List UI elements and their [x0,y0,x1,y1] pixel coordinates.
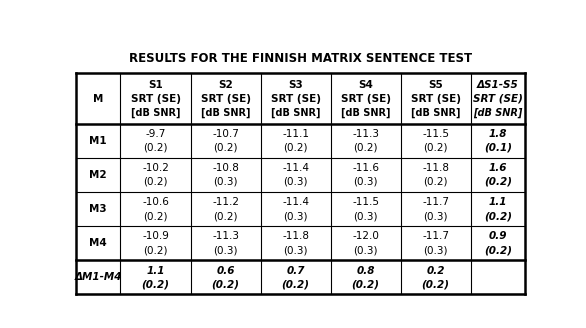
Text: -11.3: -11.3 [352,129,379,139]
Text: 1.1: 1.1 [146,266,165,276]
Text: 0.7: 0.7 [287,266,305,276]
Text: M1: M1 [89,136,107,146]
Text: (0.2): (0.2) [141,279,169,289]
Text: [dB SNR]: [dB SNR] [271,108,321,118]
Text: (0.2): (0.2) [282,279,309,289]
Text: (0.2): (0.2) [424,177,448,187]
Text: -11.8: -11.8 [422,163,449,173]
Text: 1.6: 1.6 [489,163,507,173]
Text: (0.3): (0.3) [213,177,238,187]
Text: -10.6: -10.6 [142,197,169,207]
Text: ΔM1-M4: ΔM1-M4 [74,272,122,282]
Text: (0.2): (0.2) [484,177,512,187]
Text: S3: S3 [288,80,303,90]
Text: SRT (SE): SRT (SE) [200,94,251,104]
Text: (0.2): (0.2) [284,143,308,153]
Text: S2: S2 [218,80,233,90]
Text: M2: M2 [89,170,107,180]
Text: [dB SNR]: [dB SNR] [341,108,390,118]
Text: SRT (SE): SRT (SE) [131,94,180,104]
Text: 0.2: 0.2 [427,266,445,276]
Text: -11.7: -11.7 [422,197,449,207]
Text: -11.5: -11.5 [422,129,449,139]
Text: -12.0: -12.0 [352,232,379,241]
Text: SRT (SE): SRT (SE) [411,94,461,104]
Text: [dB SNR]: [dB SNR] [411,108,461,118]
Text: (0.2): (0.2) [213,211,238,221]
Text: M: M [93,94,103,104]
Text: (0.3): (0.3) [424,245,448,255]
Text: 0.8: 0.8 [356,266,375,276]
Text: (0.1): (0.1) [484,143,512,153]
Text: M3: M3 [89,204,107,214]
Text: (0.3): (0.3) [353,211,378,221]
Text: M4: M4 [89,238,107,248]
Text: [dB SNR]: [dB SNR] [131,108,180,118]
Text: 0.6: 0.6 [216,266,235,276]
Text: -11.1: -11.1 [282,129,309,139]
Text: -11.8: -11.8 [282,232,309,241]
Text: (0.3): (0.3) [353,177,378,187]
Text: (0.2): (0.2) [143,211,168,221]
Text: (0.2): (0.2) [353,143,378,153]
Text: (0.2): (0.2) [143,143,168,153]
Text: 0.9: 0.9 [489,232,507,241]
Text: (0.2): (0.2) [143,245,168,255]
Text: [dB SNR]: [dB SNR] [201,108,250,118]
Text: (0.3): (0.3) [353,245,378,255]
Text: 1.8: 1.8 [489,129,507,139]
Text: -11.5: -11.5 [352,197,379,207]
Text: (0.2): (0.2) [143,177,168,187]
Text: (0.2): (0.2) [212,279,240,289]
Text: (0.2): (0.2) [484,245,512,255]
Text: [dB SNR]: [dB SNR] [473,108,523,118]
Text: (0.2): (0.2) [213,143,238,153]
Text: SRT (SE): SRT (SE) [340,94,391,104]
Text: ΔS1-S5: ΔS1-S5 [477,80,519,90]
Text: S5: S5 [428,80,443,90]
Text: -10.9: -10.9 [142,232,169,241]
Text: -11.4: -11.4 [282,163,309,173]
Text: (0.2): (0.2) [424,143,448,153]
Text: -11.6: -11.6 [352,163,379,173]
Text: -11.3: -11.3 [212,232,239,241]
Text: -11.4: -11.4 [282,197,309,207]
Text: (0.3): (0.3) [424,211,448,221]
Text: -10.8: -10.8 [212,163,239,173]
Text: 1.1: 1.1 [489,197,507,207]
Text: (0.2): (0.2) [352,279,380,289]
Text: S4: S4 [358,80,373,90]
Text: (0.3): (0.3) [284,211,308,221]
Text: -11.2: -11.2 [212,197,239,207]
Text: (0.3): (0.3) [284,177,308,187]
Text: SRT (SE): SRT (SE) [271,94,321,104]
Text: (0.3): (0.3) [284,245,308,255]
Text: S1: S1 [148,80,163,90]
Text: (0.3): (0.3) [213,245,238,255]
Text: (0.2): (0.2) [422,279,449,289]
Text: SRT (SE): SRT (SE) [473,94,523,104]
Text: RESULTS FOR THE FINNISH MATRIX SENTENCE TEST: RESULTS FOR THE FINNISH MATRIX SENTENCE … [129,52,472,65]
Text: -11.7: -11.7 [422,232,449,241]
Text: -9.7: -9.7 [145,129,166,139]
Text: -10.2: -10.2 [142,163,169,173]
Text: (0.2): (0.2) [484,211,512,221]
Text: -10.7: -10.7 [212,129,239,139]
